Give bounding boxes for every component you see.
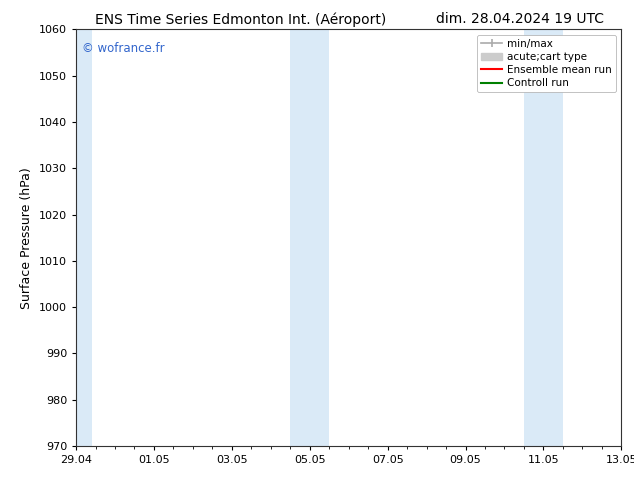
Bar [524, 29, 563, 446]
Text: ENS Time Series Edmonton Int. (Aéroport): ENS Time Series Edmonton Int. (Aéroport) [95, 12, 387, 27]
Legend: min/max, acute;cart type, Ensemble mean run, Controll run: min/max, acute;cart type, Ensemble mean … [477, 35, 616, 92]
Text: dim. 28.04.2024 19 UTC: dim. 28.04.2024 19 UTC [436, 12, 604, 26]
Bar [76, 29, 92, 446]
Y-axis label: Surface Pressure (hPa): Surface Pressure (hPa) [20, 167, 34, 309]
Bar [290, 29, 329, 446]
Text: © wofrance.fr: © wofrance.fr [82, 42, 164, 55]
